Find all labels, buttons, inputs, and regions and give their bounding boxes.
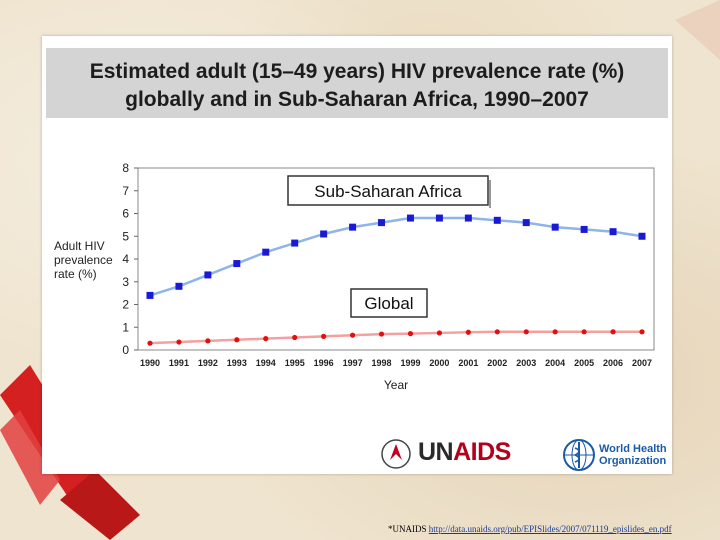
x-tick-label: 1998	[372, 358, 392, 368]
data-point-circle	[321, 333, 327, 339]
y-tick-label: 1	[122, 320, 129, 334]
slide-panel	[42, 36, 672, 474]
data-point-circle	[205, 338, 211, 344]
source-note: *UNAIDS http://data.unaids.org/pub/EPISl…	[388, 524, 672, 534]
sub-saharan-label-box	[287, 175, 489, 206]
red-ribbon-icon	[390, 444, 402, 460]
data-point-circle	[436, 330, 443, 336]
ribbon-left-tail	[60, 470, 140, 540]
x-tick-label: 1992	[198, 358, 218, 368]
x-tick-label: 1997	[343, 358, 363, 368]
x-tick-label: 2006	[603, 358, 623, 368]
x-tick-label: 1996	[314, 358, 334, 368]
data-point-square	[233, 260, 241, 268]
global-label: Global	[364, 294, 413, 313]
data-point-square	[146, 291, 154, 299]
unaids-word-text: AIDS	[453, 438, 511, 466]
data-point-circle	[407, 331, 414, 337]
source-link[interactable]: http://data.unaids.org/pub/EPISlides/200…	[428, 524, 672, 534]
x-tick-label: 2000	[429, 358, 449, 368]
unaids-circle-icon	[381, 439, 411, 469]
title-band	[46, 48, 668, 118]
sub-saharan-label: Sub-Saharan Africa	[314, 182, 462, 201]
x-tick-label: 1991	[169, 358, 189, 368]
y-tick-label: 6	[122, 207, 129, 221]
x-tick-label: 1995	[285, 358, 305, 368]
series-line-global	[149, 330, 642, 345]
data-point-square	[580, 225, 588, 233]
data-point-circle	[465, 329, 471, 335]
data-point-square	[551, 223, 559, 231]
data-point-square	[638, 232, 646, 240]
slide-title-line2: globally and in Sub-Saharan Africa, 1990…	[125, 88, 589, 111]
y-tick-label: 7	[122, 184, 129, 198]
data-point-circle	[234, 337, 240, 343]
x-tick-label: 1990	[140, 358, 160, 368]
y-tick-label: 0	[122, 343, 129, 357]
data-point-circle	[494, 329, 500, 335]
data-point-circle	[639, 329, 645, 335]
data-point-square	[175, 282, 183, 290]
y-tick-label: 4	[122, 252, 129, 266]
y-axis-title-line: Adult HIV	[54, 239, 105, 253]
series-line-sub-saharan-africa	[149, 216, 643, 297]
who-wordmark: World Health Organization	[599, 443, 667, 467]
x-tick-label: 1993	[227, 358, 247, 368]
y-tick-label: 5	[122, 229, 129, 243]
data-point-square	[378, 219, 386, 227]
x-tick-label: 2001	[458, 358, 478, 368]
x-tick-label: 2003	[516, 358, 536, 368]
data-point-square	[406, 214, 414, 222]
data-point-square	[204, 271, 212, 279]
data-point-square	[320, 230, 328, 238]
who-emblem-icon	[563, 439, 595, 471]
unaids-wordmark: UNAIDS	[418, 438, 511, 467]
x-tick-label: 1994	[256, 358, 276, 368]
data-point-square	[522, 219, 530, 227]
who-line2: Organization	[599, 455, 667, 467]
hiv-prevalence-chart: 0 1 2 3 4 5 6 7 8 1990 1991 1992 1993 1994 1995 1996 199…	[54, 161, 655, 392]
ribbon-corner-shade	[675, 0, 720, 60]
y-axis-title-line: rate (%)	[54, 267, 97, 281]
data-point-circle	[552, 329, 558, 335]
source-prefix: *UNAIDS	[388, 524, 427, 534]
data-point-square	[349, 223, 357, 231]
data-point-square	[262, 248, 270, 256]
global-label-box	[350, 288, 428, 318]
y-axis-title-line: prevalence	[54, 253, 113, 267]
data-point-circle	[147, 340, 153, 346]
data-point-square	[291, 239, 299, 247]
slide-title-line1: Estimated adult (15–49 years) HIV preval…	[89, 60, 625, 83]
data-point-circle	[349, 332, 356, 338]
x-tick-label: 1999	[400, 358, 420, 368]
y-tick-label: 8	[122, 161, 129, 175]
unaids-ribbon-logo	[381, 439, 411, 469]
x-tick-label: 2007	[632, 358, 652, 368]
data-point-circle	[523, 329, 529, 335]
data-point-square	[493, 216, 501, 224]
x-tick-label: 2004	[545, 358, 565, 368]
y-tick-label: 2	[122, 298, 129, 312]
ribbon-left-fold	[0, 410, 60, 505]
y-tick-label: 3	[122, 275, 129, 289]
x-axis-title: Year	[384, 378, 408, 392]
data-point-circle	[581, 329, 587, 335]
data-point-square	[464, 214, 472, 222]
data-point-circle	[292, 334, 298, 341]
x-tick-label: 2005	[574, 358, 594, 368]
data-point-square	[609, 228, 617, 236]
data-point-circle	[176, 339, 182, 345]
x-tick-label: 2002	[487, 358, 507, 368]
data-point-square	[435, 214, 443, 222]
data-point-circle	[610, 329, 616, 335]
who-line1: World Health	[599, 443, 667, 455]
data-point-circle	[263, 336, 269, 342]
unaids-mark-text: UN	[418, 438, 454, 466]
data-point-circle	[378, 331, 385, 337]
